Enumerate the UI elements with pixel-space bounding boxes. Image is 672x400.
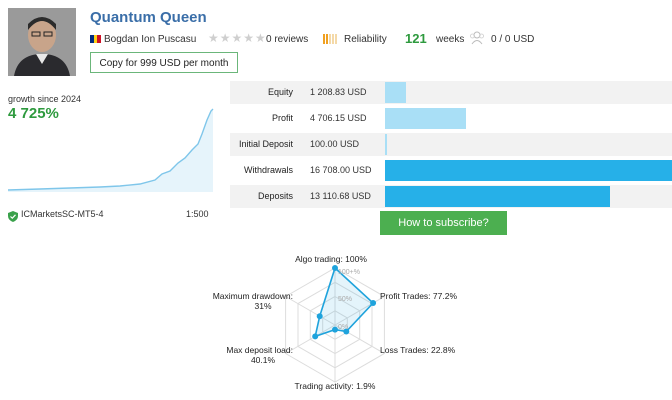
radar-point — [316, 313, 323, 320]
copy-button[interactable]: Copy for 999 USD per month — [90, 52, 238, 73]
radar-grid-spoke — [334, 296, 385, 326]
weeks-label: weeks — [436, 34, 465, 45]
metric-label: Initial Deposit — [238, 139, 293, 149]
radar-label-line: Maximum drawdown: — [212, 291, 293, 301]
author-name[interactable]: Bogdan Ion Puscasu — [104, 34, 197, 45]
metric-bar — [385, 160, 672, 181]
radar-tick-50: 50% — [338, 296, 352, 303]
romania-flag-icon — [90, 35, 102, 43]
broker-server[interactable]: ICMarketsSC-MT5-4 — [21, 209, 104, 219]
metric-bar — [385, 186, 610, 207]
growth-value: 4 725% — [8, 105, 59, 122]
reliability-label: Reliability — [344, 34, 387, 45]
verified-shield-icon — [8, 209, 18, 222]
radar-label-line: 31% — [254, 301, 272, 311]
radar-grid-spoke — [285, 324, 336, 354]
radar-point — [343, 328, 350, 335]
metric-bar — [385, 108, 466, 129]
radar-label-profit-trades: Profit Trades: 77.2% — [380, 291, 458, 301]
metric-value: 16 708.00 USD — [310, 165, 372, 175]
radar-label-trading-activity: Trading activity: 1.9% — [294, 381, 376, 391]
radar-point — [370, 300, 377, 306]
growth-chart — [7, 108, 214, 192]
reliability-bars-icon — [323, 34, 337, 44]
radar-point — [312, 333, 319, 340]
radar-tick-0: 0% — [338, 324, 348, 331]
radar-grid-spoke — [285, 296, 336, 326]
author-avatar[interactable] — [8, 8, 76, 76]
reviews-count[interactable]: 0 reviews — [266, 34, 309, 45]
metric-bar — [385, 82, 406, 103]
radar-label-max-deposit-load: Max deposit load: 40.1% — [203, 345, 293, 365]
radar-label-line: 40.1% — [250, 355, 276, 365]
radar-tick-100: 100+% — [338, 269, 360, 276]
radar-points — [312, 265, 377, 340]
metric-value: 4 706.15 USD — [310, 113, 367, 123]
metric-label: Profit — [271, 113, 293, 123]
radar-point — [332, 265, 338, 271]
radar-label-maximum-drawdown: Maximum drawdown: 31% — [193, 291, 293, 311]
metric-label: Deposits — [257, 191, 293, 201]
radar-chart: 100+% 50% 0% — [285, 265, 385, 383]
avatar-portrait — [8, 8, 76, 76]
metric-bar — [385, 134, 387, 155]
radar-label-loss-trades: Loss Trades: 22.8% — [380, 345, 456, 355]
metric-row-bg — [230, 81, 672, 104]
leverage-value: 1:500 — [186, 209, 209, 219]
growth-area — [8, 109, 213, 192]
radar-point — [332, 326, 338, 333]
radar-grid-spoke — [334, 324, 385, 354]
subscribers-text: 0 / 0 USD — [491, 34, 535, 45]
growth-label: growth since 2024 — [8, 94, 82, 104]
metric-value: 1 208.83 USD — [310, 87, 367, 97]
how-to-subscribe-button[interactable]: How to subscribe? — [380, 211, 507, 235]
metric-value: 13 110.68 USD — [310, 191, 371, 201]
metric-row-bg — [230, 133, 672, 156]
growth-line — [7, 108, 214, 191]
signal-title[interactable]: Quantum Queen — [90, 9, 207, 26]
radar-label-line: Max deposit load: — [226, 345, 293, 355]
metric-value: 100.00 USD — [310, 139, 360, 149]
weeks-number: 121 — [405, 31, 427, 46]
metric-label: Equity — [267, 87, 293, 97]
subscribers-icon — [469, 30, 485, 46]
rating-stars-icon: ★★★★★ — [208, 31, 267, 45]
metric-label: Withdrawals — [243, 165, 293, 175]
radar-label-algo-trading: Algo trading: 100% — [295, 254, 367, 264]
